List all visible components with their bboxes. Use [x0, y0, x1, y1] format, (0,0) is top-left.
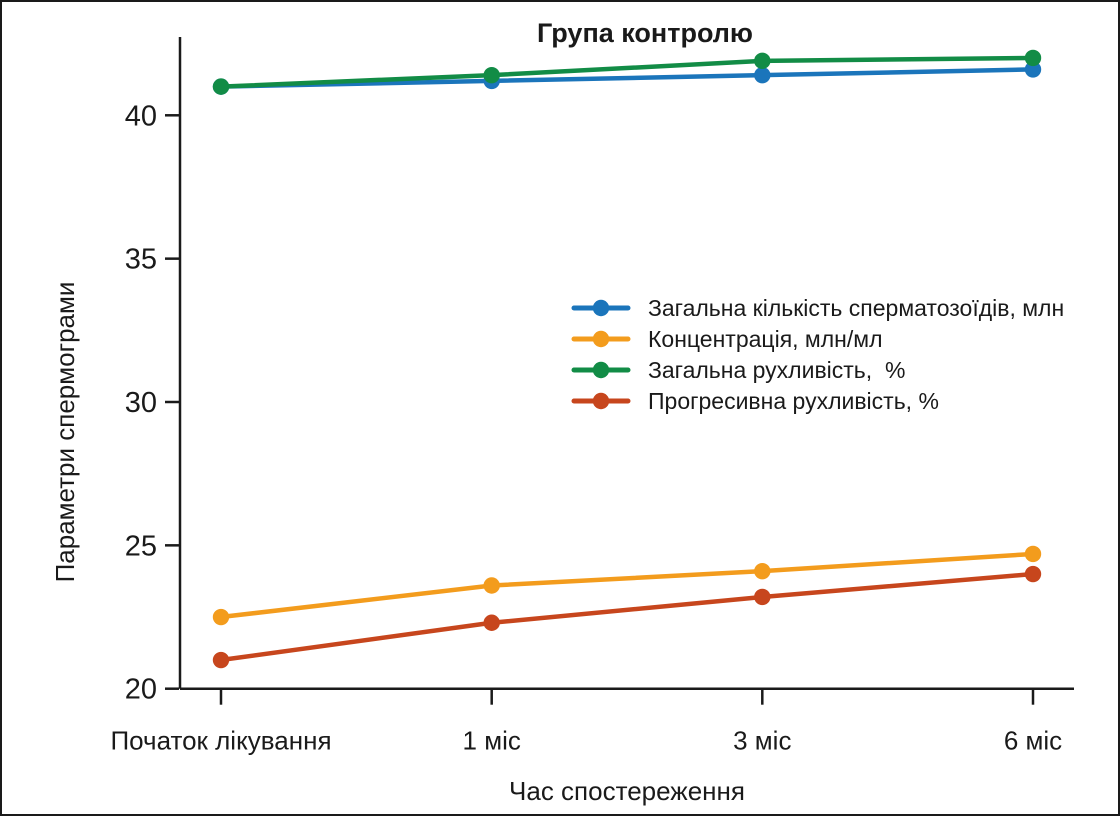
- data-point: [212, 78, 230, 95]
- y-axis-title: Параметри спермограми: [50, 282, 80, 583]
- y-tick-label: 35: [125, 244, 157, 276]
- x-tick-label: 3 міс: [733, 726, 791, 756]
- legend-label: Концентрація, млн/мл: [648, 326, 883, 352]
- series-line-3: [218, 571, 1036, 663]
- y-tick-label: 40: [125, 100, 157, 132]
- data-point: [212, 608, 230, 626]
- legend-marker-dot: [592, 330, 610, 348]
- data-point: [483, 66, 500, 84]
- series-2: [212, 49, 1042, 95]
- series-line-1: [218, 551, 1036, 620]
- x-tick-label: 6 міс: [1004, 726, 1062, 756]
- legend-marker-dot: [592, 392, 610, 410]
- data-point: [754, 588, 771, 606]
- y-tick-label: 20: [125, 674, 157, 706]
- legend-label: Прогресивна рухливість, %: [648, 388, 939, 414]
- data-point: [483, 577, 500, 594]
- series-3: [212, 565, 1042, 669]
- legend-label: Загальна рухливість, %: [648, 357, 905, 383]
- legend-marker-dot: [592, 299, 610, 317]
- x-tick-label: 1 міс: [463, 726, 521, 756]
- x-tick-label: Початок лікування: [110, 726, 331, 756]
- chart-title: Група контролю: [537, 18, 753, 48]
- series-line-2: [218, 55, 1036, 89]
- y-tick-label: 30: [125, 387, 157, 419]
- legend-marker-dot: [592, 361, 610, 379]
- legend-item-3: Прогресивна рухливість, %: [571, 388, 939, 414]
- data-point: [212, 651, 230, 669]
- x-axis-title: Час спостереження: [509, 776, 745, 806]
- series-lines: [212, 49, 1042, 669]
- data-point: [754, 562, 771, 580]
- legend-item-1: Концентрація, млн/мл: [571, 326, 883, 352]
- legend-item-2: Загальна рухливість, %: [571, 357, 905, 383]
- data-point: [1024, 49, 1042, 67]
- data-point: [754, 52, 771, 70]
- series-line-0: [218, 67, 1036, 89]
- legend-label: Загальна кількість сперматозоїдів, млн: [648, 295, 1064, 321]
- data-point: [1024, 565, 1042, 583]
- y-tick-label: 25: [125, 530, 157, 562]
- legend: Загальна кількість сперматозоїдів, млн Ко…: [571, 295, 1064, 414]
- axes: 20 25 30 35 40 Початок лікування 1 міс 3 міс 6 м…: [110, 37, 1074, 756]
- data-point: [1024, 61, 1042, 78]
- data-point: [754, 66, 771, 84]
- data-point: [1024, 545, 1042, 563]
- data-point: [483, 614, 500, 631]
- series-1: [212, 545, 1042, 626]
- legend-item-0: Загальна кількість сперматозоїдів, млн: [571, 295, 1064, 321]
